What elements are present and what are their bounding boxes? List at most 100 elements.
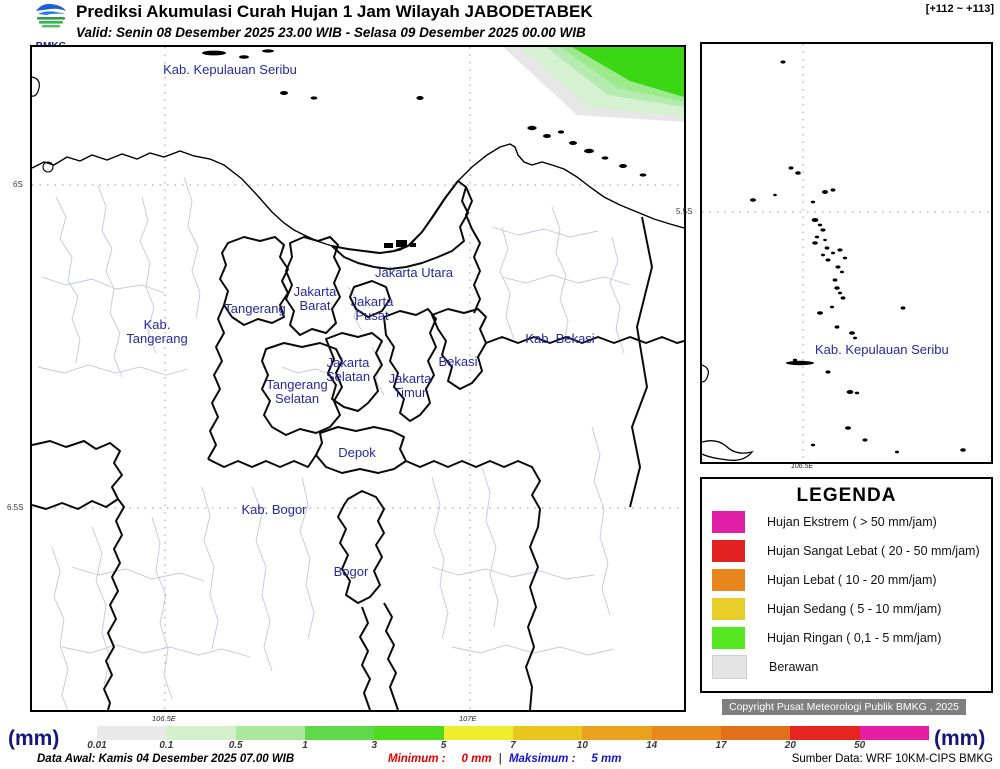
legend-label-lebat: Hujan Lebat ( 10 - 20 mm/jam)	[767, 572, 937, 587]
minmax-text: Minimum : 0 mm | Maksimum : 5 mm	[388, 753, 621, 765]
colorbar-segment	[651, 726, 721, 740]
label-bogor: Bogor	[334, 564, 369, 579]
label-tangerang-selatan-1: Tangerang	[266, 377, 327, 392]
legend-label-ekstrem: Hujan Ekstrem ( > 50 mm/jam)	[767, 514, 937, 529]
coastline	[31, 143, 685, 254]
colorbar-unit-left: (mm)	[8, 727, 60, 750]
legend-swatch-lebat	[712, 568, 745, 591]
label-kab-bekasi: Kab. Bekasi	[525, 331, 594, 346]
colorbar-tick: 10	[576, 740, 588, 751]
main-map-ytick-6s: 6S	[13, 180, 23, 189]
legend-row-ekstrem: Hujan Ekstrem ( > 50 mm/jam)	[712, 507, 991, 536]
legend-swatch-ekstrem	[712, 510, 745, 533]
legend-label-sangat-lebat: Hujan Sangat Lebat ( 20 - 50 mm/jam)	[767, 543, 980, 558]
main-map-xtick-107e: 107E	[459, 714, 477, 723]
colorbar-segment	[720, 726, 791, 740]
legend-label-sedang: Hujan Sedang ( 5 - 10 mm/jam)	[767, 601, 942, 616]
colorbar-segment	[235, 726, 305, 740]
colorbar-segment	[790, 726, 860, 740]
label-bekasi: Bekasi	[438, 354, 477, 369]
legend-row-sangat-lebat: Hujan Sangat Lebat ( 20 - 50 mm/jam)	[712, 536, 991, 565]
colorbar-tick: 0.5	[228, 740, 243, 751]
colorbar	[97, 726, 929, 740]
legend-box: LEGENDA Hujan Ekstrem ( > 50 mm/jam) Huj…	[700, 477, 993, 693]
kecamatan-boundaries	[37, 176, 631, 718]
colorbar-tick: 1	[302, 740, 308, 751]
label-kab-tangerang-2: Tangerang	[126, 331, 187, 346]
colorbar-tick: 0.01	[87, 740, 107, 751]
colorbar-tick: 50	[854, 740, 866, 751]
label-kab-bogor: Kab. Bogor	[241, 502, 307, 517]
legend-swatch-ringan	[712, 626, 745, 649]
copyright-bar: Copyright Pusat Meteorologi Publik BMKG …	[722, 699, 966, 715]
inset-coastline	[701, 440, 754, 461]
minimum-value: 0 mm	[461, 753, 492, 765]
inset-islands	[750, 60, 966, 454]
colorbar-segment	[97, 726, 167, 740]
colorbar-segment	[374, 726, 444, 740]
coast-fragment	[31, 76, 40, 97]
main-map-ytick-65s: 6.5S	[7, 503, 24, 512]
label-jakarta-selatan-2: Selatan	[326, 369, 370, 384]
bmkg-logo: BMKG	[28, 1, 74, 54]
colorbar-segment	[443, 726, 513, 740]
label-tangerang-selatan-2: Selatan	[275, 391, 319, 406]
legend-row-sedang: Hujan Sedang ( 5 - 10 mm/jam)	[712, 594, 991, 623]
colorbar-tick: 17	[715, 740, 727, 751]
colorbar-unit-right: (mm)	[934, 727, 986, 750]
rainfall-contours	[503, 47, 684, 122]
colorbar-ticks: 0.01 0.1 0.5 1 3 5 7 10 14 17 20 50	[87, 740, 929, 752]
label-jakarta-utara: Jakarta Utara	[375, 265, 454, 280]
label-tangerang: Tangerang	[224, 301, 285, 316]
sumber-data-text: Sumber Data: WRF 10KM-CIPS BMKG	[791, 753, 993, 765]
label-jakarta-barat-2: Barat	[299, 298, 330, 313]
maksimum-value: 5 mm	[591, 753, 622, 765]
minimum-label: Minimum :	[388, 753, 446, 765]
bmkg-logo-icon	[36, 3, 66, 28]
page-title: Prediksi Akumulasi Curah Hujan 1 Jam Wil…	[76, 2, 593, 21]
legend-row-ringan: Hujan Ringan ( 0,1 - 5 mm/jam)	[712, 623, 991, 652]
legend-swatch-sangat-lebat	[712, 539, 745, 562]
islands	[202, 49, 647, 248]
colorbar-segment	[304, 726, 375, 740]
legend-label-berawan: Berawan	[769, 659, 819, 674]
colorbar-tick: 3	[371, 740, 378, 751]
colorbar-segment	[582, 726, 652, 740]
colorbar-tick: 5	[440, 740, 447, 751]
label-jakarta-pusat-1: Jakarta	[351, 294, 394, 309]
legend-swatch-berawan	[712, 654, 747, 679]
colorbar-tick: 7	[510, 740, 516, 751]
colorbar-tick: 0.1	[159, 740, 174, 751]
inset-label-kab-kepulauan-seribu: Kab. Kepulauan Seribu	[815, 342, 949, 357]
label-depok: Depok	[338, 445, 376, 460]
label-jakarta-selatan-1: Jakarta	[327, 355, 370, 370]
colorbar-tick: 14	[646, 740, 658, 751]
forecast-hour-range: [+112 ~ +113]	[925, 3, 994, 15]
main-map: Kab. Kepulauan Seribu Jakarta Utara Jaka…	[30, 45, 686, 718]
inset-xtick-1065e: 106.5E	[791, 463, 814, 470]
minmax-separator: |	[498, 753, 502, 765]
legend-row-lebat: Hujan Lebat ( 10 - 20 mm/jam)	[712, 565, 991, 594]
colorbar-segment	[166, 726, 236, 740]
valid-period: Valid: Senin 08 Desember 2025 23.00 WIB …	[76, 25, 586, 40]
label-jakarta-pusat-2: Pusat	[355, 308, 389, 323]
kabupaten-boundaries	[31, 180, 685, 711]
legend-label-ringan: Hujan Ringan ( 0,1 - 5 mm/jam)	[767, 630, 942, 645]
legend-row-berawan: Berawan	[712, 652, 991, 681]
main-map-xtick-1065e: 106.5E	[152, 714, 176, 723]
inset-graticule	[702, 44, 991, 462]
legend-title: LEGENDA	[796, 485, 897, 506]
label-kab-tangerang-1: Kab.	[144, 317, 171, 332]
colorbar-segment	[512, 726, 583, 740]
legend-swatch-sedang	[712, 597, 745, 620]
small-island-outline	[42, 161, 54, 173]
inset-map-kepulauan-seribu: Kab. Kepulauan Seribu	[700, 42, 993, 464]
label-jakarta-barat-1: Jakarta	[294, 284, 337, 299]
label-jakarta-timur-1: Jakarta	[389, 371, 432, 386]
data-awal-text: Data Awal: Kamis 04 Desember 2025 07.00 …	[37, 753, 295, 765]
label-jakarta-timur-2: Timur	[394, 385, 427, 400]
label-kab-kepulauan-seribu: Kab. Kepulauan Seribu	[163, 62, 297, 77]
graticule	[32, 47, 684, 710]
colorbar-tick: 20	[784, 740, 796, 751]
